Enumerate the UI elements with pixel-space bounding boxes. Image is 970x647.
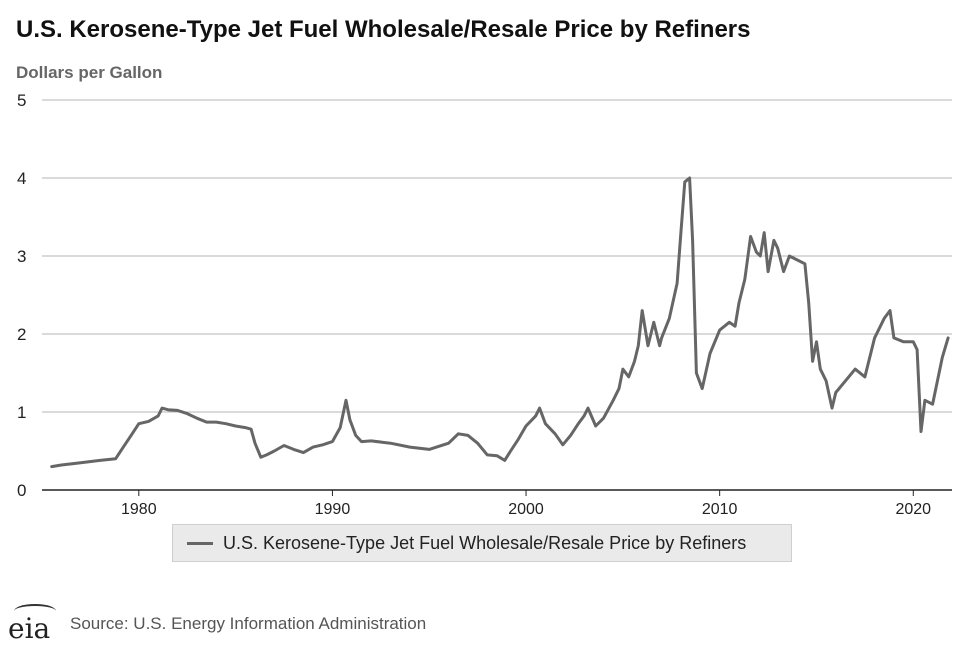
legend-swatch [187,541,213,545]
footer: eia Source: U.S. Energy Information Admi… [8,604,427,645]
series-layer [50,176,950,469]
x-tick-label: 1990 [315,501,351,518]
y-tick-label: 0 [17,481,26,500]
series-line [50,176,950,469]
x-tick-label: 2020 [895,501,931,518]
y-tick-label: 2 [17,325,26,344]
y-tick-label: 4 [17,169,26,188]
y-tick-labels: 0 1 2 3 4 5 [17,91,26,500]
chart-title: U.S. Kerosene-Type Jet Fuel Wholesale/Re… [16,16,751,43]
y-tick-label: 5 [17,91,26,110]
logo-arc [14,604,56,618]
legend-label: U.S. Kerosene-Type Jet Fuel Wholesale/Re… [223,532,747,553]
x-tick-label: 2010 [702,501,738,518]
y-tick-label: 3 [17,247,26,266]
x-tick-labels: 1980 1990 2000 2010 2020 [121,490,931,518]
x-tick-label: 1980 [121,501,157,518]
legend: U.S. Kerosene-Type Jet Fuel Wholesale/Re… [172,524,792,562]
grid-lines [42,99,952,491]
logo-text: eia [8,612,51,645]
source-note: Source: U.S. Energy Information Administ… [70,614,427,633]
y-tick-label: 1 [17,403,26,422]
eia-logo: eia [8,604,60,645]
y-axis-unit-label: Dollars per Gallon [16,63,163,82]
x-tick-label: 2000 [508,501,544,518]
